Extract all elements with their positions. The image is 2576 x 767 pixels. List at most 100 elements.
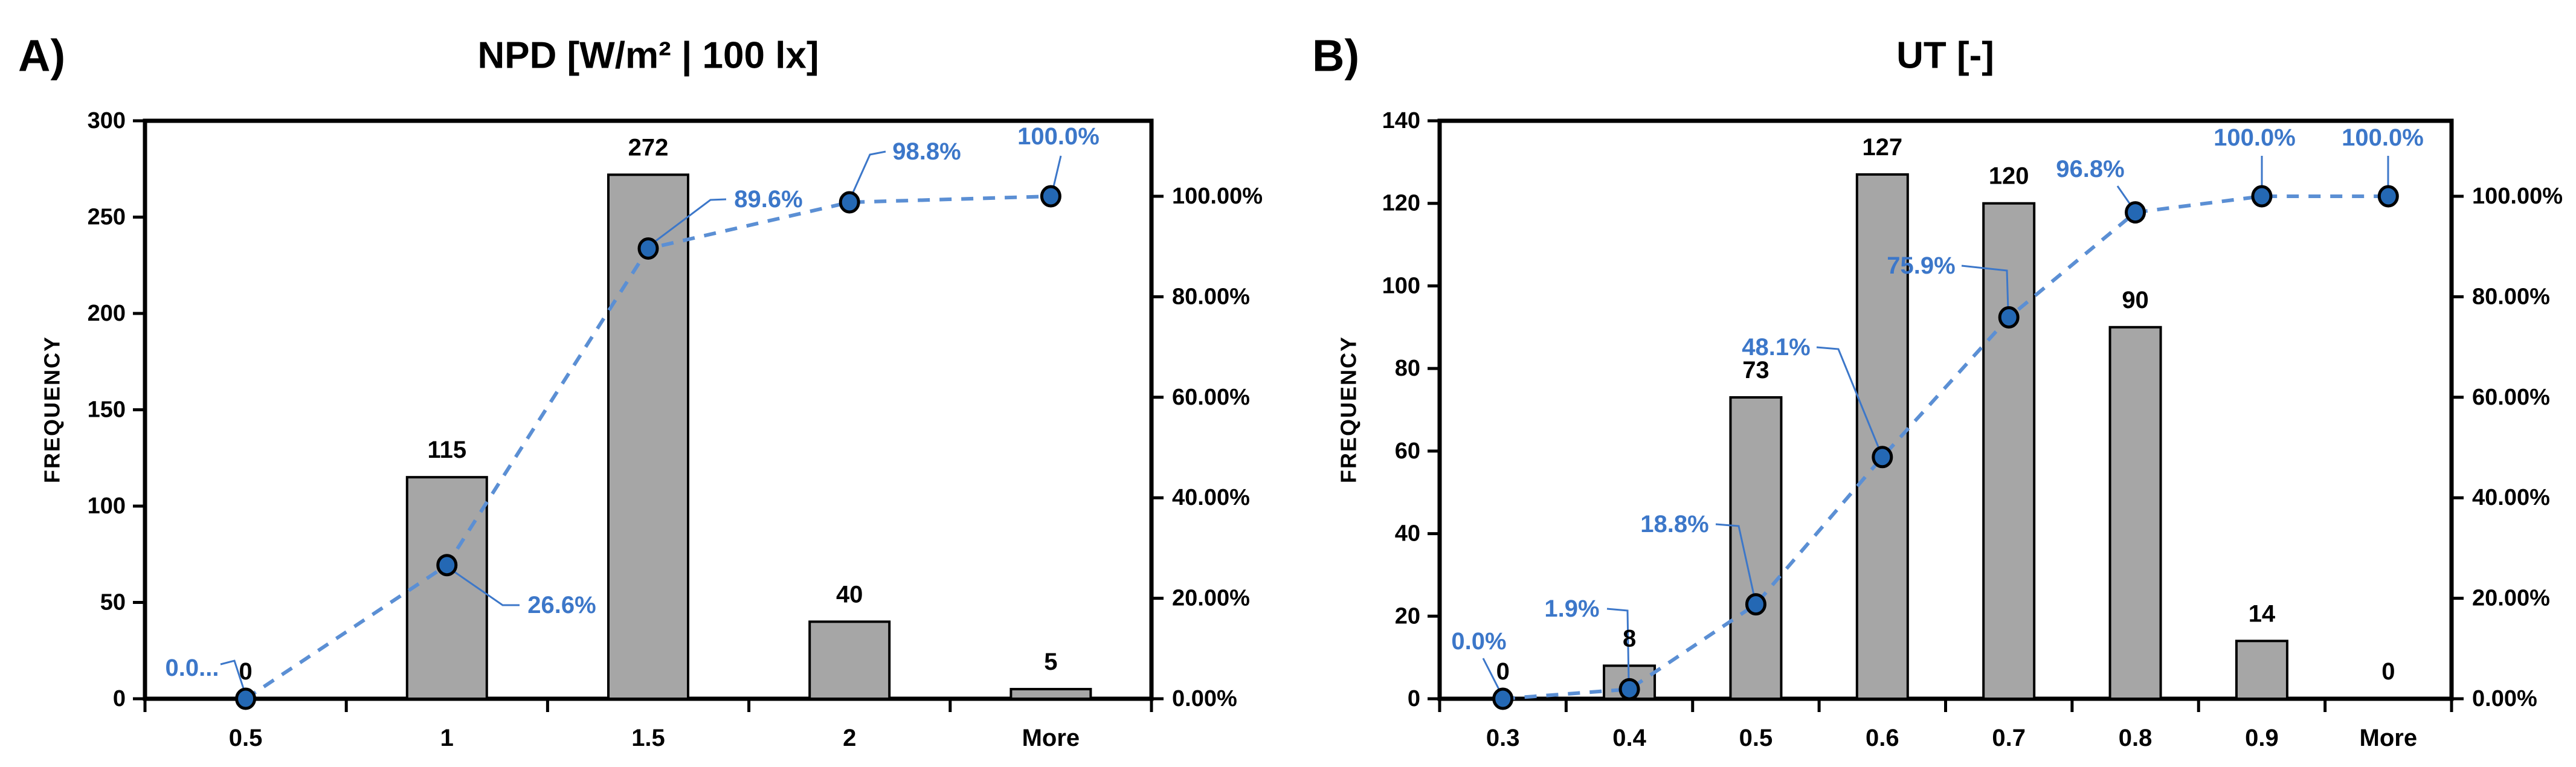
y-right-tick-label: 40.00% <box>1172 485 1250 510</box>
pct-data-label: 89.6% <box>734 186 802 213</box>
y-right-tick-label: 100.00% <box>1172 184 1263 209</box>
pct-data-label: 1.9% <box>1544 595 1599 622</box>
bar-0.9 <box>2235 640 2288 701</box>
pct-leader-line <box>1482 658 1501 691</box>
pct-data-label: 0.0% <box>1451 628 1506 655</box>
pct-leader-line <box>1052 155 1062 190</box>
line-marker-More <box>2377 185 2399 208</box>
line-marker-More <box>1040 185 1061 208</box>
y-right-tick-label: 40.00% <box>2472 485 2550 510</box>
y-right-tick-label: 20.00% <box>1172 586 1250 611</box>
pct-data-label: 48.1% <box>1742 334 1810 361</box>
freq-data-label: 0 <box>2381 658 2395 685</box>
y-left-tick-label: 150 <box>88 397 126 423</box>
line-marker-2 <box>839 191 860 214</box>
y-left-tick-label: 120 <box>1382 191 1420 216</box>
x-tick-label: 2 <box>843 725 856 751</box>
freq-data-label: 8 <box>1623 625 1636 652</box>
pct-leader-line <box>220 659 246 693</box>
x-tick-label: 0.5 <box>229 725 263 751</box>
freq-data-label: 5 <box>1044 649 1057 675</box>
x-tick-label: 0.5 <box>1739 725 1773 751</box>
x-tick-label: More <box>1022 725 1080 751</box>
chart-npd-histogram: A) NPD [W/m² | 100 lx]FREQUENCY0501001502… <box>18 31 1263 752</box>
freq-data-label: 0 <box>1496 658 1510 685</box>
pct-leader-line <box>652 198 727 245</box>
y-left-tick-label: 140 <box>1382 108 1420 133</box>
bar-0.7 <box>1982 202 2036 700</box>
x-tick-label: 1 <box>440 725 454 751</box>
y-right-tick-label: 100.00% <box>2472 184 2563 209</box>
y-left-tick-label: 40 <box>1395 521 1420 547</box>
line-marker-0.6 <box>1872 446 1893 469</box>
x-tick-label: 0.8 <box>2119 725 2153 751</box>
freq-data-label: 90 <box>2122 287 2149 313</box>
freq-data-label: 127 <box>1862 134 1902 161</box>
x-tick-label: 0.7 <box>1992 725 2026 751</box>
freq-data-label: 115 <box>428 437 467 463</box>
y-axis-title: FREQUENCY <box>1336 336 1361 483</box>
y-left-tick-label: 300 <box>88 108 126 133</box>
x-tick-label: 0.9 <box>2245 725 2279 751</box>
y-right-tick-label: 60.00% <box>1172 385 1250 410</box>
y-right-tick-label: 80.00% <box>1172 284 1250 309</box>
line-marker-0.5 <box>1745 593 1766 616</box>
bar-1 <box>405 476 488 701</box>
x-tick-label: More <box>2360 725 2418 751</box>
y-right-tick-label: 60.00% <box>2472 385 2550 410</box>
line-marker-0.8 <box>2125 201 2146 224</box>
panel-label: A) <box>18 31 65 81</box>
freq-data-label: 120 <box>1989 163 2029 190</box>
pct-leader-line <box>1961 265 2009 310</box>
bar-2 <box>808 620 891 701</box>
panel-label: B) <box>1312 31 1359 81</box>
bar-More <box>1009 688 1092 701</box>
freq-data-label: 272 <box>628 134 669 161</box>
freq-data-label: 40 <box>836 581 863 608</box>
bar-0.8 <box>2108 326 2162 700</box>
cumulative-line <box>1502 194 2389 701</box>
x-tick-label: 0.3 <box>1486 725 1520 751</box>
pct-data-label: 100.0% <box>2342 124 2424 151</box>
line-marker-0.9 <box>2251 185 2273 208</box>
y-right-tick-label: 20.00% <box>2472 586 2550 611</box>
y-right-tick-label: 0.00% <box>1172 686 1237 711</box>
pct-data-label: 26.6% <box>527 592 596 618</box>
y-left-tick-label: 60 <box>1395 438 1420 464</box>
x-tick-label: 0.6 <box>1866 725 1899 751</box>
bar-1.5 <box>607 173 689 700</box>
freq-data-label: 73 <box>1742 357 1769 384</box>
y-axis-title: FREQUENCY <box>40 336 65 483</box>
chart-title: UT [-] <box>1896 35 1994 77</box>
y-left-tick-label: 100 <box>1382 273 1420 298</box>
line-marker-0.3 <box>1492 687 1514 710</box>
pct-data-label: 96.8% <box>2056 156 2124 182</box>
y-left-tick-label: 0 <box>1408 686 1420 711</box>
x-tick-label: 0.4 <box>1612 725 1646 751</box>
line-marker-0.7 <box>1998 306 2020 329</box>
pct-data-label: 75.9% <box>1887 252 1955 279</box>
pct-data-label: 100.0% <box>2214 124 2296 151</box>
x-tick-label: 1.5 <box>631 725 665 751</box>
freq-data-label: 14 <box>2249 600 2276 627</box>
pct-data-label: 98.8% <box>892 138 961 165</box>
y-left-tick-label: 20 <box>1395 603 1420 629</box>
chart-ut-histogram: B) UT [-]FREQUENCY0204060801001201400.00%… <box>1312 31 2563 752</box>
pct-data-label: 100.0% <box>1017 123 1100 150</box>
y-left-tick-label: 50 <box>100 590 126 615</box>
freq-data-label: 0 <box>239 658 252 685</box>
pct-leader-line <box>1816 346 1881 452</box>
line-marker-1.5 <box>637 237 659 260</box>
y-left-tick-label: 100 <box>88 493 126 519</box>
line-marker-0.4 <box>1618 678 1640 701</box>
pct-leader-line <box>451 569 520 606</box>
y-right-tick-label: 80.00% <box>2472 284 2550 309</box>
y-left-tick-label: 0 <box>113 686 126 711</box>
y-left-tick-label: 250 <box>88 205 126 230</box>
pct-data-label: 18.8% <box>1640 511 1708 538</box>
panel-A: A) NPD [W/m² | 100 lx] FREQUENCY 0 50 100 150 2… <box>18 31 1263 752</box>
bar-0.6 <box>1855 173 1909 701</box>
pct-data-label: 0.0... <box>166 655 219 681</box>
panel-B: B) UT [-] FREQUENCY 0 20 40 60 80 100 120 140 0.00%… <box>1288 0 2576 767</box>
